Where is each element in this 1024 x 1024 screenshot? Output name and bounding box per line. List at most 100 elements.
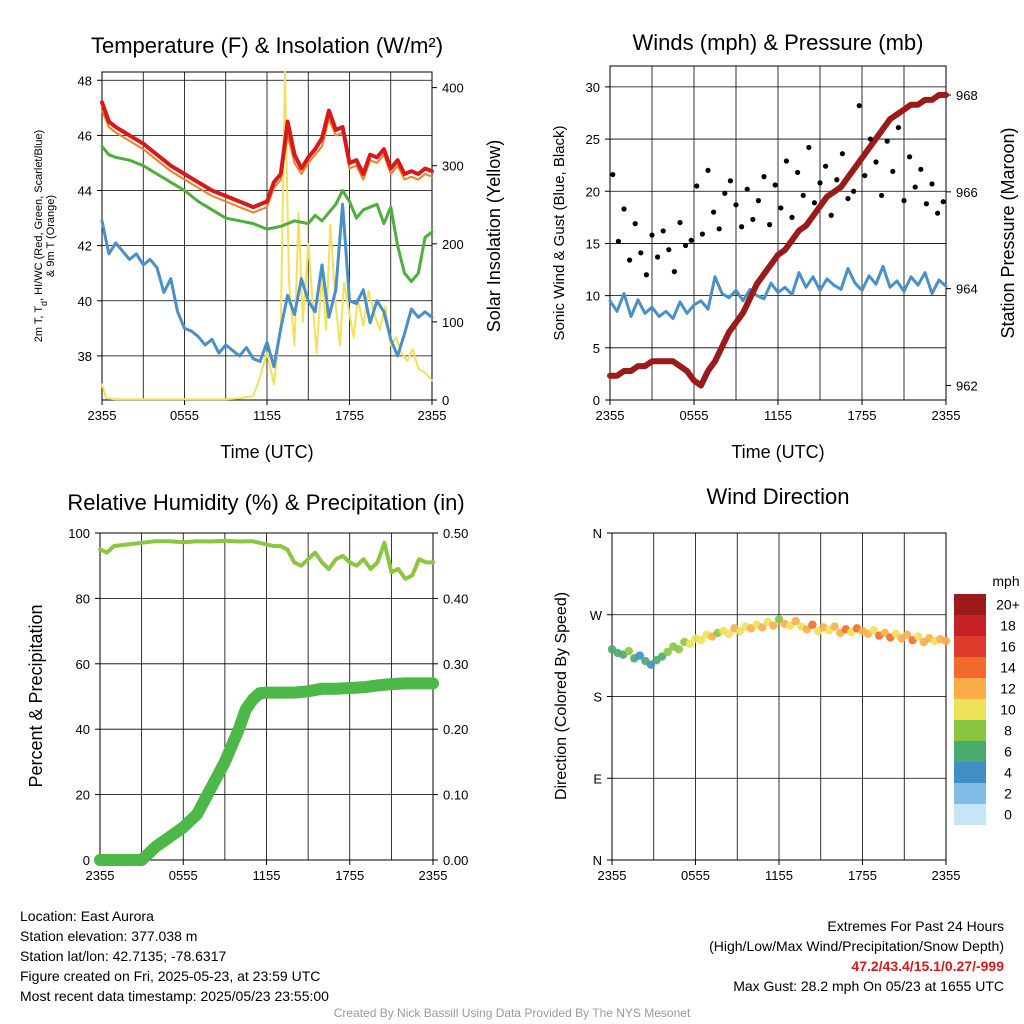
y-axis-label: Sonic Wind & Gust (Blue, Black) xyxy=(551,125,568,340)
y-tick-label: 42 xyxy=(78,239,92,254)
series-line-hi-wc xyxy=(100,202,434,369)
colorbar-swatch xyxy=(954,636,986,657)
gust-point xyxy=(918,166,924,172)
direction-point xyxy=(674,645,683,654)
direction-point xyxy=(663,647,672,657)
gust-point xyxy=(621,206,627,212)
gust-point xyxy=(671,269,678,275)
gust-point xyxy=(694,183,700,189)
colorbar-label: 14 xyxy=(1000,660,1016,676)
extremes-title: Extremes For Past 24 Hours xyxy=(827,918,1004,934)
y-tick-label: 100 xyxy=(68,526,90,541)
y-axis-label-part: 2m T, T xyxy=(33,306,45,343)
gust-point xyxy=(627,257,633,263)
gust-point xyxy=(699,231,706,237)
chart-title: Temperature (F) & Insolation (W/m²) xyxy=(91,33,443,58)
gust-point xyxy=(929,181,935,187)
y2-tick-label: 0.40 xyxy=(443,591,468,606)
recent-data-text: Most recent data timestamp: 2025/05/23 2… xyxy=(20,988,329,1004)
gust-point xyxy=(879,192,885,199)
x-tick-label: 1155 xyxy=(253,868,281,883)
direction-point xyxy=(624,646,633,656)
x-tick-label: 2355 xyxy=(418,408,447,423)
direction-point xyxy=(869,625,878,635)
y-tick-label: 38 xyxy=(78,349,92,364)
colorbar-label: 6 xyxy=(1004,744,1012,760)
y2-tick-label: 100 xyxy=(442,315,464,330)
colorbar-label: 8 xyxy=(1004,723,1012,739)
gust-point xyxy=(935,210,941,216)
gust-point xyxy=(923,201,930,207)
gust-point xyxy=(638,250,644,256)
gust-point xyxy=(834,177,840,183)
y2-tick-label: 962 xyxy=(956,378,978,393)
direction-point xyxy=(913,632,923,641)
gust-point xyxy=(823,163,829,169)
gust-point xyxy=(711,209,717,215)
colorbar-label: 18 xyxy=(1000,618,1016,634)
direction-point xyxy=(830,622,839,631)
gust-point xyxy=(895,124,902,131)
gust-point xyxy=(610,171,616,178)
colorbar-swatch xyxy=(954,699,986,720)
gust-point xyxy=(783,158,790,164)
gust-point xyxy=(817,180,823,186)
gust-point xyxy=(649,232,655,238)
gust-point xyxy=(744,186,750,192)
x-tick-label: 0555 xyxy=(681,868,710,883)
gust-point xyxy=(655,254,661,260)
direction-point xyxy=(635,651,645,660)
extremes-info: Extremes For Past 24 Hours (High/Low/Max… xyxy=(709,916,1004,996)
y2-tick-label: 0.30 xyxy=(443,657,468,672)
y2-tick-label: 0.10 xyxy=(443,788,468,803)
chart-title: Relative Humidity (%) & Precipitation (i… xyxy=(67,490,464,515)
y-axis-label-part: , HI/WC (Red, Green, Scarlet/Blue) xyxy=(33,130,45,301)
direction-point xyxy=(735,626,745,636)
gust-point xyxy=(755,198,762,204)
gust-point xyxy=(940,199,946,205)
y-tick-label: 20 xyxy=(76,788,90,803)
colorbar-swatch xyxy=(954,678,986,699)
y2-tick-label: 0.50 xyxy=(443,526,468,541)
colorbar-label: 4 xyxy=(1004,765,1012,781)
colorbar-label: 20+ xyxy=(996,597,1020,613)
y-tick-label: E xyxy=(593,771,602,786)
chart-panel-1: 2355 0555 1155 1755 2355 38 40 42 44 46 48 0 100 200 3… xyxy=(33,33,504,462)
chart-title: Winds (mph) & Pressure (mb) xyxy=(633,30,924,55)
x-tick-label: 2355 xyxy=(419,868,448,883)
gust-point xyxy=(727,178,734,184)
y-tick-label: 10 xyxy=(586,289,600,304)
direction-point xyxy=(758,623,767,632)
y2-tick-label: 300 xyxy=(442,159,464,174)
y2-tick-label: 400 xyxy=(442,81,464,96)
gust-point xyxy=(722,190,728,196)
direction-point xyxy=(902,630,912,639)
y-tick-label: 80 xyxy=(76,591,90,606)
gust-point xyxy=(856,103,862,109)
gust-point xyxy=(800,192,806,199)
y2-axis-label: Station Pressure (Maroon) xyxy=(998,127,1018,338)
colorbar-label: 10 xyxy=(1000,702,1016,718)
gust-point xyxy=(778,205,784,211)
direction-point xyxy=(808,620,817,629)
y-tick-label: 48 xyxy=(78,73,92,88)
x-tick-label: 2355 xyxy=(932,868,961,883)
y-tick-label: 0 xyxy=(593,393,600,408)
x-tick-label: 2355 xyxy=(932,408,961,423)
direction-point xyxy=(802,625,812,634)
direction-point xyxy=(724,629,734,639)
extremes-values: 47.2/43.4/15.1/0.27/-999 xyxy=(851,958,1004,974)
gust-point xyxy=(632,221,638,227)
x-tick-label: 1755 xyxy=(335,408,364,423)
gust-point xyxy=(739,224,745,230)
gust-point xyxy=(873,159,879,165)
x-tick-label: 2355 xyxy=(598,868,627,883)
x-tick-label: 1755 xyxy=(848,408,877,423)
y-tick-label: 25 xyxy=(586,132,600,147)
colorbar-swatch xyxy=(954,804,986,825)
series-line-td xyxy=(100,144,434,283)
y-tick-label: 5 xyxy=(593,341,600,356)
y2-tick-label: 968 xyxy=(956,88,978,103)
x-tick-label: 1155 xyxy=(765,868,793,883)
